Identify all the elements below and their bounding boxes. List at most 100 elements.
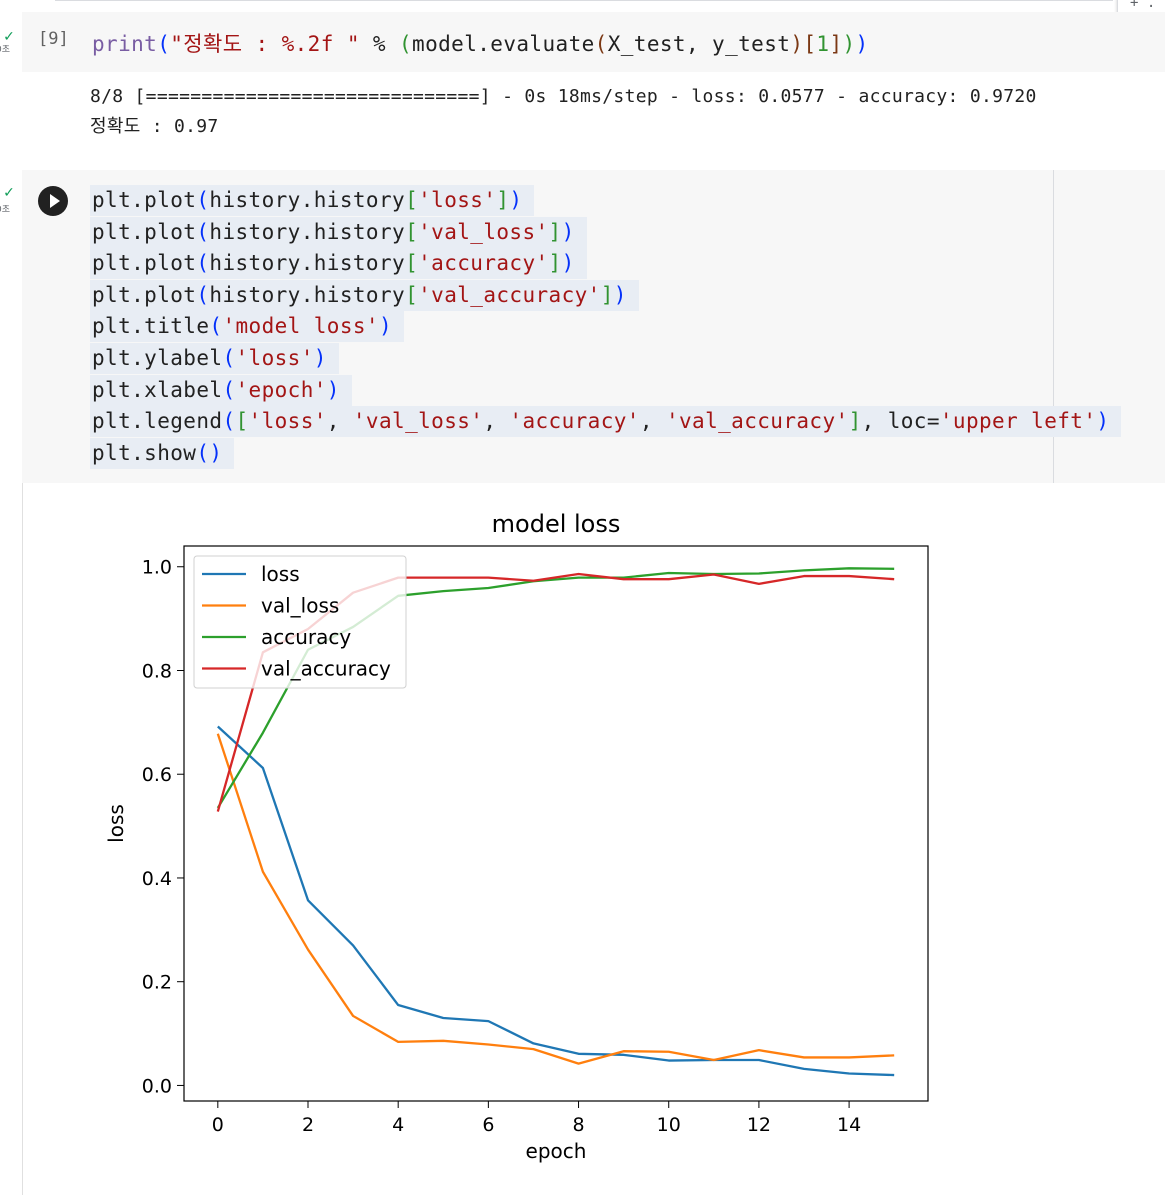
code-token: ]	[496, 188, 510, 212]
code-line[interactable]: plt.legend(['loss', 'val_loss', 'accurac…	[90, 406, 1122, 438]
x-tick-label: 10	[657, 1114, 681, 1136]
legend-label: val_loss	[261, 594, 339, 618]
code-token: plt.legend	[92, 409, 223, 434]
code-line[interactable]: plt.ylabel('loss')	[90, 343, 339, 374]
code-token: plt.xlabel	[92, 377, 223, 402]
code-token: 'loss'	[418, 188, 497, 212]
code-token: (	[196, 251, 210, 276]
code-token: ]	[548, 251, 562, 276]
code-token: , loc=	[861, 409, 940, 434]
code-token: )	[790, 32, 804, 56]
code-token: [	[405, 251, 419, 276]
code-token: 'accuracy'	[418, 251, 549, 276]
code-token: [	[405, 188, 419, 212]
code-token: (	[222, 346, 236, 370]
code-token: ,	[483, 409, 510, 434]
code-line[interactable]: plt.show()	[90, 437, 235, 469]
code-token: ,	[326, 409, 353, 434]
code-token: plt.plot	[92, 188, 197, 212]
y-tick-label: 0.6	[142, 764, 172, 786]
chart-legend: loss val_loss accuracy val_accuracy	[193, 555, 407, 689]
code-token: plt.plot	[92, 219, 197, 244]
code-token: )	[561, 219, 575, 244]
code-line[interactable]: plt.plot(history.history['val_accuracy']…	[90, 279, 639, 311]
code-token: 'loss'	[235, 346, 314, 370]
code-token: (	[222, 409, 236, 434]
code-token: ]	[848, 409, 862, 434]
code-token: ]	[600, 282, 614, 307]
x-tick-label: 6	[482, 1114, 494, 1136]
x-tick-label: 0	[212, 1114, 224, 1136]
code-token: plt.title	[92, 314, 210, 339]
code-token: plt.show	[92, 440, 197, 465]
code-token: )	[613, 282, 627, 307]
cell-output: model loss epoch loss 0 2 4 6 8 10 12 14 0.0 0.2 0…	[22, 483, 1165, 1195]
series-line-loss	[217, 725, 895, 1077]
code-line[interactable]: plt.plot(history.history['val_loss'])	[90, 216, 587, 248]
code-line[interactable]: plt.plot(history.history['accuracy'])	[90, 248, 587, 280]
code-token: ()	[196, 440, 223, 465]
code-token: plt.ylabel	[92, 346, 223, 370]
x-tick-label: 8	[572, 1114, 584, 1136]
y-tick-label: 0.4	[142, 868, 172, 890]
code-token: plt.plot	[92, 282, 197, 307]
legend-label: loss	[261, 562, 300, 586]
code-line[interactable]: plt.plot(history.history['loss'])	[90, 185, 535, 216]
code-token: "정확도 : %.2f "	[170, 32, 360, 56]
code-token: (	[209, 314, 223, 339]
code-token: history.history	[209, 282, 406, 307]
check-icon: ✓	[3, 185, 15, 201]
y-tick-label: 1.0	[142, 557, 172, 579]
legend-label: val_accuracy	[261, 657, 391, 681]
x-tick-label: 12	[747, 1114, 771, 1136]
y-tick-label: 0.0	[142, 1075, 172, 1097]
code-token: [	[405, 282, 419, 307]
code-line[interactable]: print("정확도 : %.2f " % (model.evaluate(X_…	[92, 28, 869, 58]
code-token: 'epoch'	[235, 377, 327, 402]
code-token: 'val_accuracy'	[418, 282, 601, 307]
code-token: )	[313, 346, 327, 370]
x-tick-label: 14	[837, 1114, 861, 1136]
code-token: ,	[639, 409, 666, 434]
code-token: [	[235, 409, 249, 434]
code-token: )	[509, 188, 523, 212]
code-token: )	[326, 377, 340, 402]
output-accuracy-line: 정확도 : 0.97	[90, 116, 219, 137]
code-token: )	[561, 251, 575, 276]
y-axis-label: loss	[104, 804, 128, 843]
code-cell-1[interactable]	[22, 12, 1165, 72]
code-token: ]	[829, 32, 843, 56]
execution-time: 0초	[0, 45, 11, 55]
code-token: 'val_accuracy'	[665, 409, 849, 434]
code-token: )	[855, 32, 869, 56]
code-token: X_test, y_test	[607, 32, 791, 56]
output-progress-line: 8/8 [==============================] - 0…	[90, 86, 1037, 107]
plot-frame	[183, 545, 929, 1102]
code-token: plt.plot	[92, 251, 197, 276]
execution-count: [9]	[38, 29, 69, 49]
code-token: (	[399, 32, 413, 56]
code-token: history.history	[209, 251, 406, 276]
code-line[interactable]: plt.xlabel('epoch')	[90, 374, 352, 406]
code-token: (	[157, 32, 171, 56]
code-token: 'model loss'	[222, 314, 379, 339]
run-cell-button[interactable]	[38, 186, 68, 216]
check-icon: ✓	[3, 29, 15, 45]
line-chart: model loss epoch loss 0 2 4 6 8 10 12 14 0.0 0.2 0…	[104, 510, 929, 1163]
code-token: %	[359, 32, 399, 56]
code-token: ]	[548, 219, 562, 244]
code-token: model.evaluate	[412, 32, 595, 56]
series-line-val-loss	[216, 733, 895, 1065]
legend-label: accuracy	[261, 625, 351, 649]
execution-time: 0초	[0, 205, 11, 215]
code-token: print	[92, 32, 158, 56]
x-tick-label: 2	[302, 1114, 314, 1136]
code-token: 'accuracy'	[509, 409, 640, 434]
code-token: 'loss'	[248, 409, 327, 434]
code-token: )	[1096, 409, 1110, 434]
code-token: 'val_loss'	[352, 409, 484, 434]
code-token: (	[222, 377, 236, 402]
code-token: (	[196, 282, 210, 307]
code-token: )	[842, 32, 856, 56]
code-line[interactable]: plt.title('model loss')	[90, 311, 405, 343]
